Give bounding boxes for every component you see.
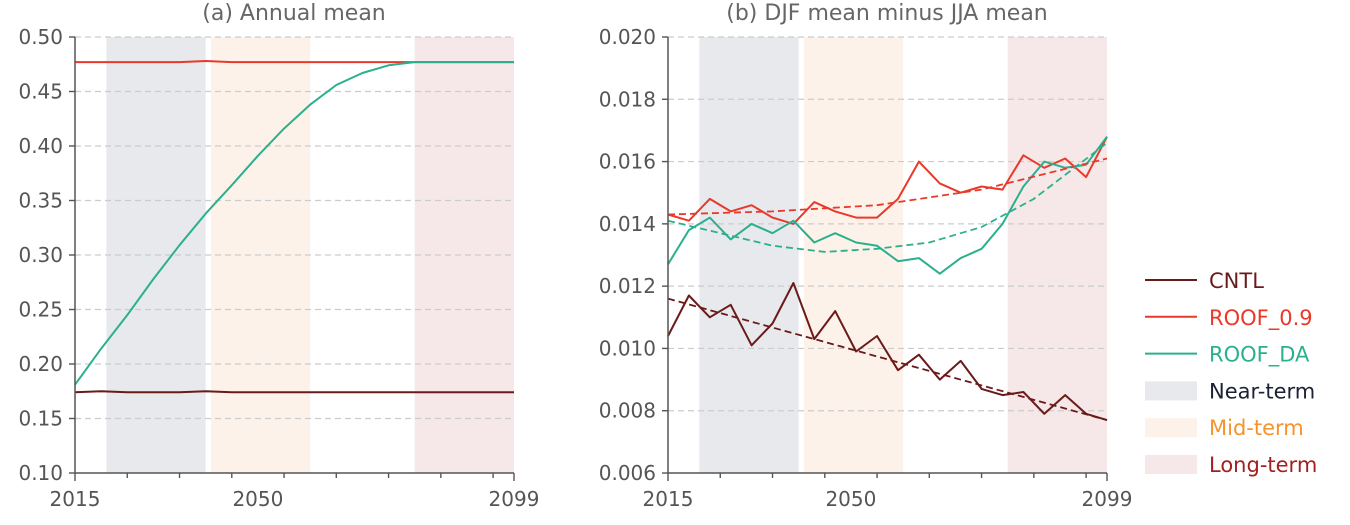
legend-label: ROOF_0.9 — [1209, 306, 1313, 331]
y-tick-label: 0.45 — [18, 80, 63, 104]
y-tick-label: 0.30 — [18, 243, 63, 267]
legend-label: ROOF_DA — [1209, 343, 1310, 368]
legend-label: Mid-term — [1209, 416, 1304, 440]
x-tick-label: 2099 — [489, 487, 540, 511]
legend-item: ROOF_DA — [1145, 343, 1310, 368]
y-tick-label: 0.012 — [599, 274, 656, 298]
y-tick-label: 0.50 — [18, 25, 63, 49]
period-band-mid-term — [803, 37, 904, 473]
y-tick-label: 0.014 — [599, 212, 656, 236]
legend-label: Long-term — [1209, 453, 1317, 477]
legend-item: Long-term — [1145, 453, 1317, 477]
panel-b-axes: 0.006 0.008 0.010 0.012 0.014 0.016 0.018 0.020… — [599, 25, 1133, 511]
panel-a-title: (a) Annual mean — [202, 1, 386, 26]
panel-b-period-bands — [699, 37, 1107, 473]
legend-item: CNTL — [1145, 269, 1264, 293]
series-line-roof-0-9-trend — [667, 157, 1108, 216]
y-tick-label: 0.25 — [18, 298, 63, 322]
legend-item: Near-term — [1145, 379, 1315, 403]
series-line-roof-0-9 — [667, 136, 1108, 225]
y-tick-label: 0.008 — [599, 399, 656, 423]
panel-a: (a) Annual mean 0.10 0.15 0.20 0.25 0.30 0.35… — [18, 1, 539, 511]
period-band-long-term — [1007, 37, 1107, 473]
y-tick-label: 0.20 — [18, 352, 63, 376]
legend-patch-swatch — [1145, 418, 1197, 438]
panel-b: (b) DJF mean minus JJA mean 0.0060.0080.… — [599, 1, 1133, 511]
legend-patch-swatch — [1145, 455, 1197, 474]
panel-b-grid — [668, 36, 1107, 412]
y-tick-label: 0.10 — [18, 461, 63, 485]
series-line-roof-da-trend — [667, 142, 1108, 253]
panel-b-series — [667, 136, 1108, 422]
legend-item: Mid-term — [1145, 416, 1304, 440]
y-tick-label: 0.020 — [599, 25, 656, 49]
x-tick-label: 2099 — [1082, 487, 1133, 511]
y-tick-label: 0.010 — [599, 336, 656, 360]
y-tick-label: 0.40 — [18, 134, 63, 158]
x-tick-label: 2050 — [825, 487, 876, 511]
y-tick-label: 0.018 — [599, 87, 656, 111]
legend: CNTL ROOF_0.9 ROOF_DA Near-term Mid-term Long… — [1145, 269, 1317, 477]
legend-label: CNTL — [1209, 269, 1264, 293]
period-band-near-term — [699, 37, 799, 473]
series-line-cntl — [667, 282, 1108, 422]
legend-label: Near-term — [1209, 379, 1315, 403]
x-tick-label: 2015 — [50, 487, 101, 511]
series-line-roof-da — [667, 136, 1108, 275]
y-tick-label: 0.016 — [599, 150, 656, 174]
x-tick-label: 2050 — [232, 487, 283, 511]
series-line-cntl — [74, 390, 514, 394]
panel-b-title: (b) DJF mean minus JJA mean — [726, 1, 1048, 26]
panel-a-series — [74, 60, 514, 394]
legend-item: ROOF_0.9 — [1145, 306, 1313, 331]
y-tick-label: 0.006 — [599, 461, 656, 485]
panel-a-axes: 0.10 0.15 0.20 0.25 0.30 0.35 0.40 0.45 0.50 2015… — [18, 25, 539, 511]
legend-patch-swatch — [1145, 381, 1197, 401]
series-line-cntl-trend — [667, 297, 1108, 421]
y-tick-label: 0.35 — [18, 189, 63, 213]
x-tick-label: 2015 — [643, 487, 694, 511]
series-line-roof-da — [74, 61, 514, 386]
y-tick-label: 0.15 — [18, 407, 63, 431]
panel-a-grid — [75, 36, 514, 420]
